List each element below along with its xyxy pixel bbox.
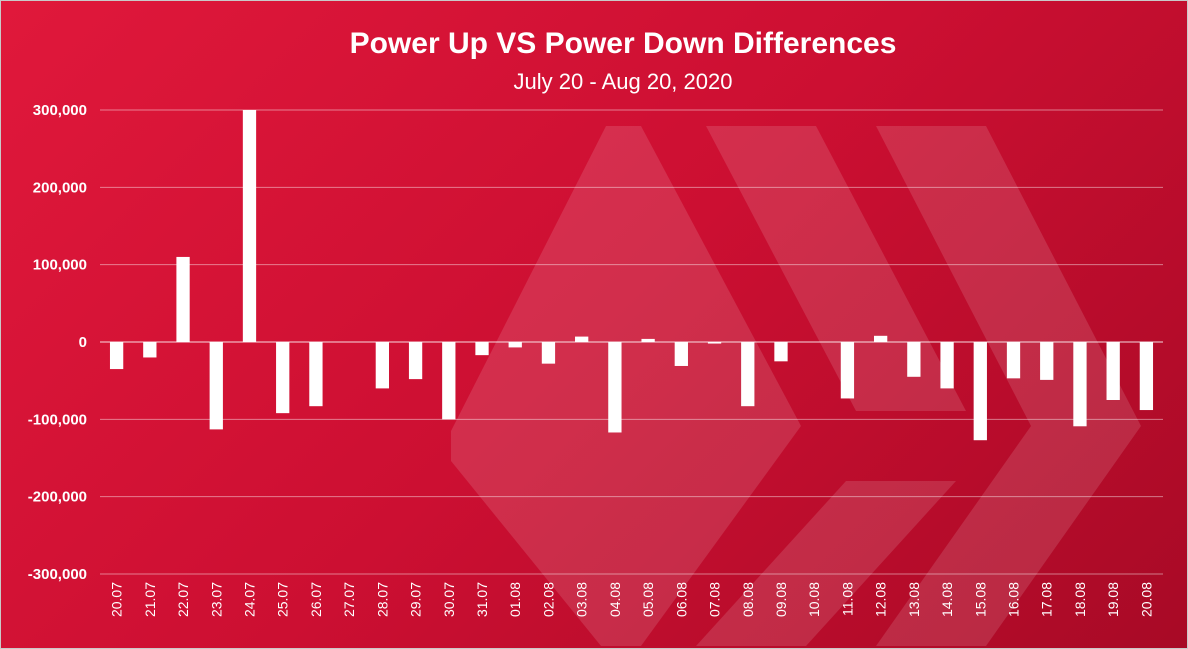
bar-07.08 — [707, 342, 722, 344]
x-tick-label: 05.08 — [640, 582, 656, 617]
x-tick-label: 09.08 — [773, 582, 789, 617]
bars — [109, 110, 1154, 441]
x-tick-label: 22.07 — [175, 582, 191, 617]
bar-05.08 — [641, 338, 655, 342]
bar-22.07 — [176, 256, 190, 342]
bar-26.07 — [309, 342, 323, 407]
bar-17.08 — [1040, 342, 1054, 380]
bar-31.07 — [475, 342, 489, 356]
bar-23.07 — [209, 342, 223, 430]
x-tick-label: 15.08 — [972, 582, 988, 617]
y-tick-label: 300,000 — [33, 102, 87, 119]
x-tick-label: 21.07 — [142, 582, 158, 617]
x-tick-label: 06.08 — [673, 582, 689, 617]
x-tick-label: 08.08 — [740, 582, 756, 617]
x-tick-label: 29.07 — [408, 582, 424, 617]
bar-25.07 — [276, 342, 290, 414]
x-tick-label: 28.07 — [374, 582, 390, 617]
y-tick-label: 200,000 — [33, 179, 87, 196]
bar-24.07 — [242, 110, 257, 342]
y-tick-label: 0 — [79, 334, 87, 351]
bar-03.08 — [575, 336, 589, 342]
x-tick-label: 24.07 — [241, 582, 257, 617]
x-tick-label: 26.07 — [308, 582, 324, 617]
bar-20.07 — [109, 342, 124, 370]
y-tick-label: -200,000 — [28, 489, 87, 506]
x-tick-label: 23.07 — [208, 582, 224, 617]
bar-15.08 — [973, 342, 987, 441]
bar-04.08 — [608, 342, 622, 433]
bar-30.07 — [442, 342, 456, 420]
bar-29.07 — [408, 342, 423, 380]
x-tick-label: 17.08 — [1039, 582, 1055, 617]
x-tick-label: 10.08 — [806, 582, 822, 617]
chart-title: Power Up VS Power Down Differences — [350, 27, 897, 60]
x-axis-ticks: 20.07 21.07 22.07 23.07 24.07 25.07 26.07 27.07… — [109, 582, 1155, 617]
bar-08.08 — [741, 342, 755, 407]
bar-21.07 — [143, 342, 157, 358]
x-tick-label: 02.08 — [540, 582, 556, 617]
y-tick-label: 100,000 — [33, 257, 87, 274]
bar-16.08 — [1006, 342, 1021, 379]
bar-28.07 — [375, 342, 390, 389]
x-tick-label: 31.07 — [474, 582, 490, 617]
x-tick-label: 11.08 — [839, 582, 855, 616]
bar-13.08 — [907, 342, 921, 377]
x-tick-label: 20.07 — [109, 582, 125, 617]
x-tick-label: 03.08 — [574, 582, 590, 617]
y-tick-label: -300,000 — [28, 566, 87, 583]
x-tick-label: 12.08 — [873, 582, 889, 617]
x-tick-label: 27.07 — [341, 582, 357, 617]
bar-02.08 — [541, 342, 556, 364]
bar-06.08 — [674, 342, 688, 366]
x-tick-label: 19.08 — [1105, 582, 1121, 617]
x-tick-label: 20.08 — [1138, 582, 1154, 617]
x-tick-label: 18.08 — [1072, 582, 1088, 617]
x-tick-label: 04.08 — [607, 582, 623, 617]
x-tick-label: 16.08 — [1006, 582, 1022, 617]
bar-12.08 — [873, 335, 888, 342]
x-tick-label: 30.07 — [441, 582, 457, 617]
x-tick-label: 13.08 — [906, 582, 922, 617]
bar-20.08 — [1139, 342, 1154, 411]
x-tick-label: 25.07 — [275, 582, 291, 617]
bar-09.08 — [774, 342, 788, 362]
bar-19.08 — [1106, 342, 1120, 400]
x-tick-label: 01.08 — [507, 582, 523, 617]
y-axis-ticks: 300,000 200,000 100,000 0 -100,000 -200,000 -3… — [28, 102, 87, 583]
x-tick-label: 07.08 — [707, 582, 723, 617]
bar-11.08 — [840, 342, 855, 399]
x-tick-label: 14.08 — [939, 582, 955, 617]
bar-14.08 — [940, 342, 954, 389]
bar-18.08 — [1073, 342, 1087, 427]
bar-01.08 — [508, 342, 522, 348]
hive-logo-icon — [451, 126, 1141, 646]
gridlines — [100, 109, 1163, 575]
chart-subtitle: July 20 - Aug 20, 2020 — [514, 69, 733, 94]
y-tick-label: -100,000 — [28, 411, 87, 428]
